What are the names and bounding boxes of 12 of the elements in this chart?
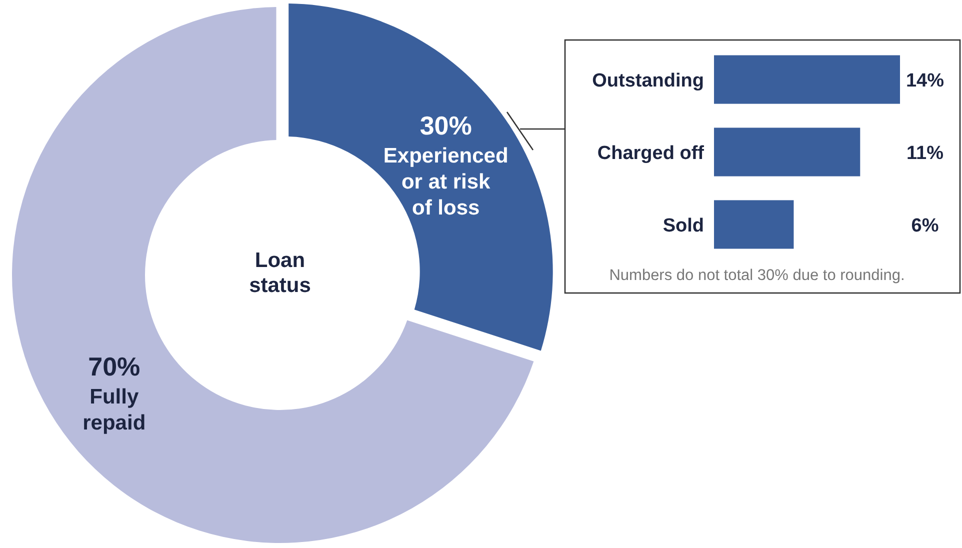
y-tick-label: Charged off — [597, 143, 705, 164]
slice-label: Experienced or at risk of loss — [383, 144, 508, 220]
y-tick-label: Outstanding — [592, 70, 704, 92]
text: Loan status — [249, 249, 311, 297]
data-label: 11% — [906, 143, 944, 164]
data-label: 6% — [911, 215, 939, 236]
text: Numbers do not total 30% due to rounding. — [609, 267, 905, 284]
slice-label: Fully repaid — [82, 385, 146, 434]
data-label: 30% — [420, 110, 472, 141]
data-label: 70% — [88, 351, 140, 382]
data-label: 14% — [906, 70, 944, 92]
y-tick-label: Sold — [662, 215, 704, 236]
